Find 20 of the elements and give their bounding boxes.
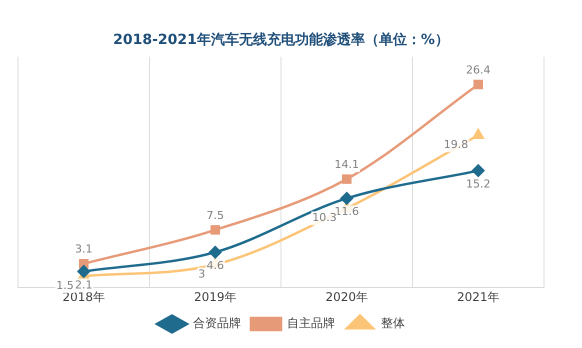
- data-label: 15.2: [466, 178, 490, 191]
- data-label: 4.6: [206, 259, 224, 272]
- data-label: 14.1: [334, 158, 359, 171]
- data-label: 19.8: [444, 138, 468, 152]
- data-label: 11.6: [334, 205, 359, 218]
- data-label: 1.5: [56, 278, 74, 292]
- data-label: 2.1: [75, 278, 92, 292]
- data-label: 7.5: [206, 208, 224, 222]
- x-tick-label: 2020年: [325, 290, 368, 304]
- data-label: 3.1: [75, 242, 92, 256]
- legend-label: 整体: [381, 316, 405, 330]
- data-label: 10.3: [312, 211, 337, 224]
- x-tick-label: 2019年: [194, 290, 237, 304]
- legend-label: 自主品牌: [287, 316, 335, 330]
- chart-title: 2018-2021年汽车无线充电功能渗透率（单位：%）: [113, 31, 449, 48]
- x-tick-label: 2018年: [62, 290, 106, 304]
- data-label: 26.4: [466, 63, 490, 76]
- x-tick-label: 2021年: [456, 290, 500, 304]
- legend-label: 合资品牌: [193, 316, 241, 330]
- data-label: 3: [198, 267, 206, 280]
